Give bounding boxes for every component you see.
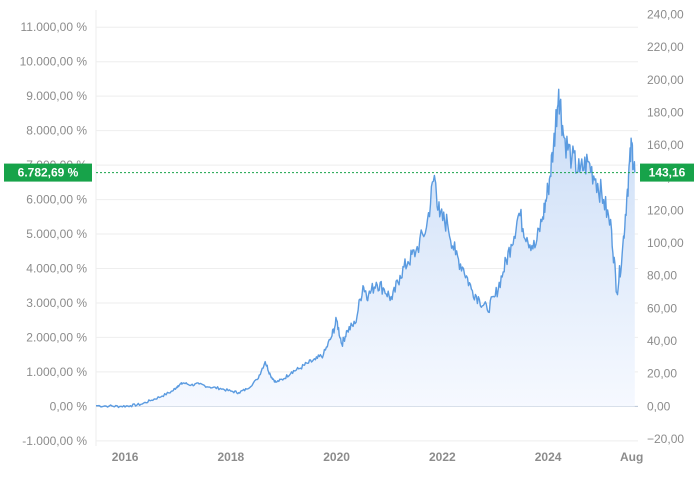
left-tick-label: 0,00 %	[50, 399, 88, 413]
left-tick-label: 4.000,00 %	[26, 261, 87, 275]
left-tick-label: 11.000,00 %	[21, 20, 88, 34]
series-area	[96, 89, 635, 408]
left-tick-label: 9.000,00 %	[26, 89, 87, 103]
x-tick-label: 2024	[535, 450, 562, 464]
current-value-badge-left	[4, 163, 92, 182]
right-tick-label: −20,00	[647, 432, 684, 446]
left-tick-label: 5.000,00 %	[26, 227, 87, 241]
current-value-label-right: 143,16	[649, 166, 686, 180]
left-tick-label: 2.000,00 %	[26, 330, 87, 344]
series-layer	[96, 88, 636, 409]
current-value-badge-right	[640, 163, 694, 182]
left-tick-label: 10.000,00 %	[20, 55, 88, 69]
right-tick-label: 60,00	[647, 301, 677, 315]
x-axis: 2016 2018 2020 2022 2024 Aug	[112, 450, 644, 464]
x-tick-label: Aug	[620, 450, 643, 464]
right-tick-label: 120,00	[647, 203, 684, 217]
x-tick-label: 2016	[112, 450, 139, 464]
current-value-label-left: 6.782,69 %	[18, 166, 79, 180]
right-tick-label: 80,00	[647, 269, 677, 283]
right-tick-label: 160,00	[647, 138, 684, 152]
left-tick-label: 8.000,00 %	[26, 124, 87, 138]
right-tick-label: 200,00	[647, 73, 684, 87]
x-tick-label: 2020	[323, 450, 350, 464]
left-tick-label: 6.000,00 %	[26, 193, 87, 207]
left-tick-label: 1.000,00 %	[26, 365, 87, 379]
right-tick-label: 220,00	[647, 40, 684, 54]
x-tick-label: 2022	[429, 450, 456, 464]
left-tick-label: 3.000,00 %	[26, 296, 87, 310]
right-tick-label: 0,00	[647, 399, 671, 413]
left-axis: -1.000,00 % 0,00 % 1.000,00 % 2.000,00 % 3.0…	[20, 20, 88, 448]
right-axis: −20,00 0,00 20,00 40,00 60,00 80,00 100,00 120,…	[647, 7, 684, 446]
x-tick-label: 2018	[217, 450, 244, 464]
current-value-markers: 6.782,69 % 143,16	[4, 163, 694, 182]
right-tick-label: 100,00	[647, 236, 684, 250]
right-tick-label: 240,00	[647, 7, 684, 21]
right-tick-label: 40,00	[647, 334, 677, 348]
right-tick-label: 20,00	[647, 367, 677, 381]
left-tick-label: -1.000,00 %	[22, 434, 87, 448]
right-tick-label: 180,00	[647, 105, 684, 119]
series-line	[96, 88, 636, 409]
